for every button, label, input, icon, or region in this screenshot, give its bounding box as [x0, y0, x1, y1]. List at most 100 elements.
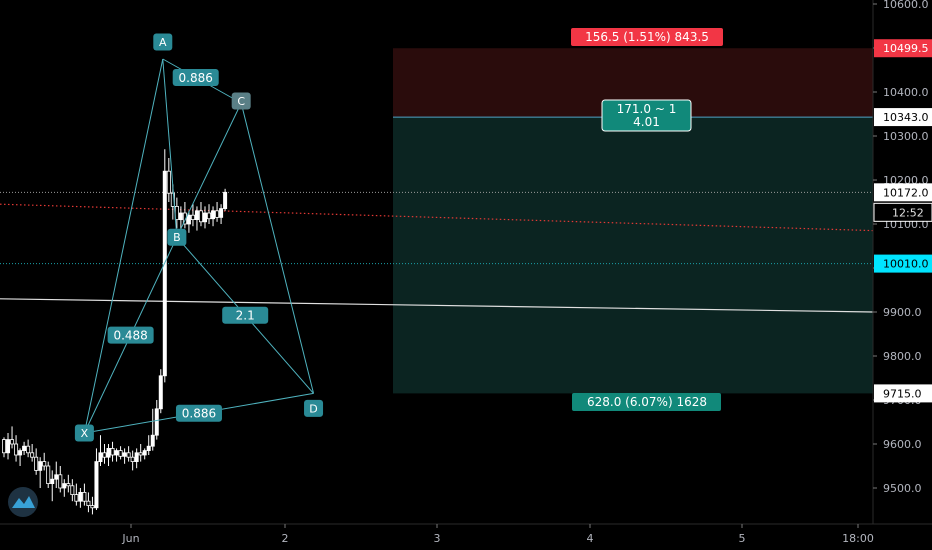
- take-profit-label-bg[interactable]: [572, 393, 721, 411]
- point-label-c-bg[interactable]: [231, 92, 251, 110]
- price-tick-label: 9900.0: [883, 306, 922, 319]
- candle: [10, 426, 15, 449]
- risk-reward-label-bg[interactable]: [601, 99, 692, 132]
- time-tick-label: 5: [739, 532, 746, 545]
- risk-reward-ratio-text: 171.0 ~ 1: [617, 102, 677, 116]
- candle-body: [50, 478, 55, 485]
- price-tick-label: 9600.0: [883, 438, 922, 451]
- price-tag: 10010.0: [874, 254, 932, 273]
- candle: [38, 457, 43, 488]
- candle-body: [146, 445, 151, 452]
- point-label-c-text: C: [237, 95, 245, 108]
- candle-body: [126, 452, 131, 458]
- candle-body: [54, 474, 59, 480]
- candle: [58, 466, 63, 493]
- candle-body: [2, 439, 7, 454]
- price-tick-label: 10600.0: [883, 0, 929, 11]
- take-profit-zone: [393, 117, 873, 394]
- pattern-leg-cd[interactable]: [240, 102, 315, 394]
- point-label-b[interactable]: B: [167, 228, 187, 246]
- logo-mountain-icon[interactable]: [12, 496, 35, 508]
- ratio-label-1-text: 0.488: [113, 328, 147, 342]
- candle-body: [94, 461, 99, 509]
- price-tick-label: 9800.0: [883, 350, 922, 363]
- candle-body: [110, 447, 115, 456]
- candle: [182, 202, 187, 229]
- candle: [94, 448, 99, 510]
- candle: [2, 437, 7, 458]
- candle: [138, 444, 143, 462]
- candle: [6, 433, 11, 460]
- candle: [122, 448, 127, 464]
- take-profit-label-text: 628.0 (6.07%) 1628: [587, 395, 707, 409]
- point-label-c[interactable]: C: [231, 92, 251, 110]
- take-profit-label[interactable]: 628.0 (6.07%) 1628: [572, 393, 721, 411]
- candle-body: [74, 494, 79, 502]
- candle: [219, 204, 224, 224]
- candle-body: [223, 191, 228, 210]
- candle-body: [202, 212, 207, 223]
- ratio-label-2[interactable]: 0.886: [172, 68, 219, 86]
- candle: [62, 479, 67, 497]
- point-label-a-bg[interactable]: [153, 33, 173, 51]
- candle: [46, 461, 51, 488]
- candle: [134, 448, 139, 469]
- price-tag: 9715.0: [874, 384, 932, 403]
- candle-body: [170, 192, 175, 207]
- pattern-leg-ab[interactable]: [162, 58, 178, 238]
- point-label-d-bg[interactable]: [304, 399, 324, 417]
- ratio-label-1[interactable]: 0.488: [107, 326, 154, 344]
- ratio-label-3[interactable]: 2.1: [222, 306, 269, 324]
- candle-body: [182, 212, 187, 225]
- point-label-x-bg[interactable]: [74, 424, 94, 442]
- drawing-labels[interactable]: X A B C D 0.488 0.886 2.1 0.886 156.5 (1.51%) 843…: [74, 28, 723, 442]
- candle-series: [2, 149, 228, 515]
- price-tag: 10343.0: [874, 108, 932, 127]
- candle-body: [219, 208, 224, 218]
- point-label-a[interactable]: A: [153, 33, 173, 51]
- candle: [154, 400, 159, 440]
- point-label-x-text: X: [81, 427, 89, 440]
- candle: [118, 446, 123, 460]
- candle-body: [98, 452, 103, 462]
- candle-body: [142, 450, 147, 456]
- stop-loss-label[interactable]: 156.5 (1.51%) 843.5: [571, 28, 723, 46]
- point-label-b-bg[interactable]: [167, 228, 187, 246]
- candle-body: [178, 212, 183, 220]
- price-tag: 10172.0: [874, 183, 932, 202]
- ratio-label-4[interactable]: 0.886: [175, 404, 222, 422]
- candle-body: [122, 452, 127, 457]
- candle: [18, 448, 23, 466]
- candle: [78, 488, 83, 508]
- candle: [211, 206, 216, 227]
- risk-reward-value-text: 4.01: [633, 115, 660, 129]
- pattern-leg-xa[interactable]: [83, 58, 164, 434]
- candle-body: [158, 375, 163, 410]
- price-tag-bg: [874, 384, 932, 403]
- price-tag: 10499.5: [874, 39, 932, 58]
- candle-body: [215, 210, 220, 218]
- pattern-leg-bc[interactable]: [176, 102, 242, 238]
- candle-body: [90, 505, 95, 509]
- stop-loss-label-bg[interactable]: [571, 28, 723, 46]
- ratio-label-3-bg[interactable]: [222, 306, 269, 324]
- ratio-label-2-bg[interactable]: [172, 68, 219, 86]
- ratio-label-4-bg[interactable]: [175, 404, 222, 422]
- point-label-a-text: A: [159, 36, 167, 49]
- candle-body: [62, 483, 67, 489]
- candle-body: [6, 439, 11, 454]
- logo-circle[interactable]: [8, 487, 38, 517]
- candle-body: [118, 450, 123, 457]
- candle: [202, 206, 207, 229]
- point-label-d[interactable]: D: [304, 399, 324, 417]
- horizontal-levels: [0, 191, 874, 313]
- ratio-label-3-text: 2.1: [236, 309, 255, 323]
- point-label-x[interactable]: X: [74, 424, 94, 442]
- price-tag-bg: [874, 108, 932, 127]
- price-tag-text: 10343.0: [883, 111, 929, 124]
- candle: [146, 435, 151, 455]
- logo[interactable]: [8, 487, 38, 517]
- risk-reward-label[interactable]: 171.0 ~ 14.01: [601, 99, 692, 132]
- ratio-label-1-bg[interactable]: [107, 326, 154, 344]
